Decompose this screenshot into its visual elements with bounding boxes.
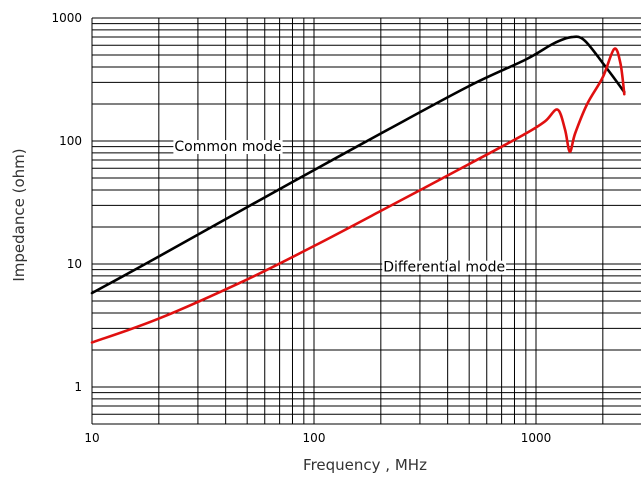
y-tick-label: 10: [67, 257, 82, 271]
y-tick-label: 100: [59, 134, 82, 148]
x-tick-label: 10: [84, 431, 99, 445]
y-tick-label: 1: [74, 380, 82, 394]
y-tick-label: 1000: [51, 11, 82, 25]
annotation-background: [382, 260, 507, 275]
series-line-red: [90, 47, 626, 344]
grid: [91, 17, 641, 425]
tick-labels: 10 100 1000 1 10 100 1000: [51, 11, 551, 445]
x-tick-label: 100: [303, 431, 326, 445]
annotation-text: Differential mode: [383, 260, 505, 276]
x-axis-label: Frequency , MHz: [303, 456, 427, 474]
annotations: Common mode Differential mode: [173, 139, 507, 276]
series-lines: [90, 35, 626, 344]
annotation-label: Common mode: [173, 139, 283, 155]
annotation-background: [173, 140, 283, 155]
annotation-text: Common mode: [174, 139, 281, 155]
annotation-label: Differential mode: [382, 260, 507, 276]
series-line-black: [90, 35, 626, 295]
x-tick-label: 1000: [521, 431, 552, 445]
y-axis-label: Impedance (ohm): [10, 148, 28, 281]
